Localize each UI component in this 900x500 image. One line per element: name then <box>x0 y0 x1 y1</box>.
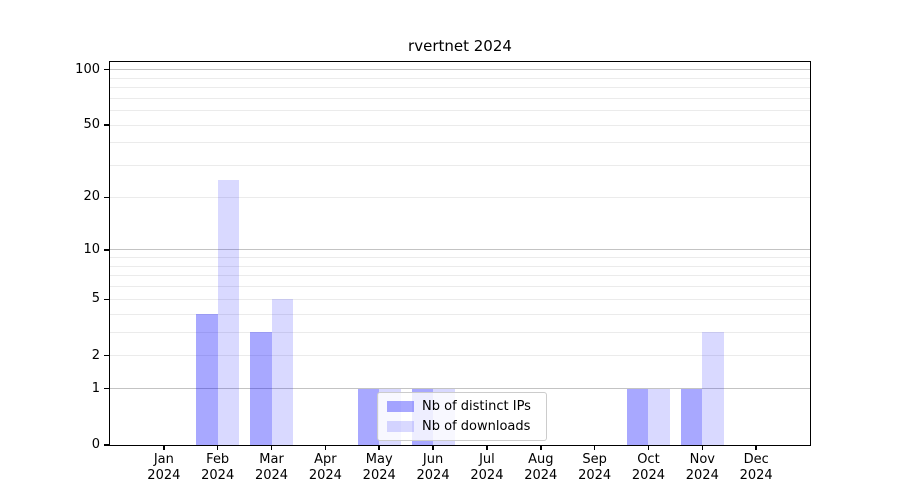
x-tick-label-jun: Jun 2024 <box>416 452 450 483</box>
y-tick <box>104 444 109 446</box>
x-tick-label-jul: Jul 2024 <box>470 452 504 483</box>
gridline-minor <box>110 97 810 99</box>
legend-entry-distinct-ips: Nb of distinct IPs <box>387 399 537 414</box>
gridline-minor <box>110 331 810 333</box>
x-tick-label-oct: Oct 2024 <box>631 452 665 483</box>
gridline-minor <box>110 142 810 144</box>
gridline-major <box>110 388 810 390</box>
gridline-minor <box>110 257 810 259</box>
x-tick <box>378 445 380 450</box>
gridline-minor <box>110 275 810 277</box>
y-tick <box>104 196 109 199</box>
y-tick-label: 1 <box>91 380 100 396</box>
gridline-minor <box>110 77 810 79</box>
bar-ips-feb <box>196 314 218 445</box>
y-tick-label: 2 <box>91 347 100 363</box>
x-tick <box>163 445 165 450</box>
x-tick <box>486 445 488 450</box>
y-tick-label: 5 <box>91 291 100 307</box>
x-tick-label-nov: Nov 2024 <box>685 452 719 483</box>
bar-downloads-oct <box>648 388 670 445</box>
x-tick-label-aug: Aug 2024 <box>524 452 558 483</box>
x-tick-label-feb: Feb 2024 <box>201 452 235 483</box>
y-tick-label: 10 <box>83 241 100 257</box>
x-tick <box>432 445 434 450</box>
legend-label-downloads: Nb of downloads <box>422 419 531 434</box>
bar-downloads-feb <box>217 180 240 445</box>
legend-label-distinct-ips: Nb of distinct IPs <box>422 399 531 414</box>
y-tick-label: 0 <box>91 437 100 452</box>
gridline-minor <box>110 110 810 112</box>
x-tick <box>755 445 757 450</box>
x-tick-label-may: May 2024 <box>362 452 396 483</box>
gridline-minor <box>110 124 810 126</box>
y-tick-label: 100 <box>75 61 100 77</box>
gridline-minor <box>110 355 810 357</box>
y-tick-label: 20 <box>83 189 100 205</box>
x-tick <box>593 445 596 450</box>
bar-ips-mar <box>250 332 272 445</box>
legend-swatch-distinct-ips <box>387 401 414 412</box>
x-tick-label-jan: Jan 2024 <box>147 452 181 483</box>
plot-area: Nb of distinct IPs Nb of downloads <box>109 61 811 446</box>
bar-downloads-nov <box>702 332 724 445</box>
y-tick <box>104 124 109 126</box>
x-tick <box>270 445 273 450</box>
gridline-minor <box>110 313 810 315</box>
x-tick-label-dec: Dec 2024 <box>739 452 773 483</box>
x-tick-label-apr: Apr 2024 <box>308 452 342 483</box>
x-tick <box>647 445 650 450</box>
bar-ips-nov <box>680 388 703 445</box>
x-tick <box>216 445 219 450</box>
y-tick <box>104 68 109 71</box>
y-tick-label: 50 <box>83 117 100 133</box>
gridline-major <box>110 249 810 251</box>
x-tick-label-sep: Sep 2024 <box>578 452 612 483</box>
bar-ips-oct <box>626 388 649 445</box>
gridline-minor <box>110 298 810 300</box>
gridline-minor <box>110 196 810 198</box>
bar-downloads-mar <box>271 299 294 445</box>
gridline-minor <box>110 165 810 167</box>
x-tick-label-mar: Mar 2024 <box>254 452 289 483</box>
x-tick <box>540 445 542 450</box>
gridline-major <box>110 69 810 71</box>
bar-ips-may <box>357 388 380 445</box>
legend-entry-downloads: Nb of downloads <box>387 419 537 434</box>
gridline-minor <box>110 265 810 267</box>
y-tick <box>104 298 109 301</box>
y-tick <box>104 249 109 251</box>
legend: Nb of distinct IPs Nb of downloads <box>377 392 547 441</box>
chart-title: rvertnet 2024 <box>408 37 512 55</box>
x-tick <box>701 445 704 450</box>
legend-swatch-downloads <box>387 421 414 432</box>
y-tick <box>104 354 109 357</box>
gridline-minor <box>110 87 810 89</box>
gridline-minor <box>110 286 810 288</box>
y-tick <box>104 387 109 390</box>
x-tick <box>324 445 327 450</box>
